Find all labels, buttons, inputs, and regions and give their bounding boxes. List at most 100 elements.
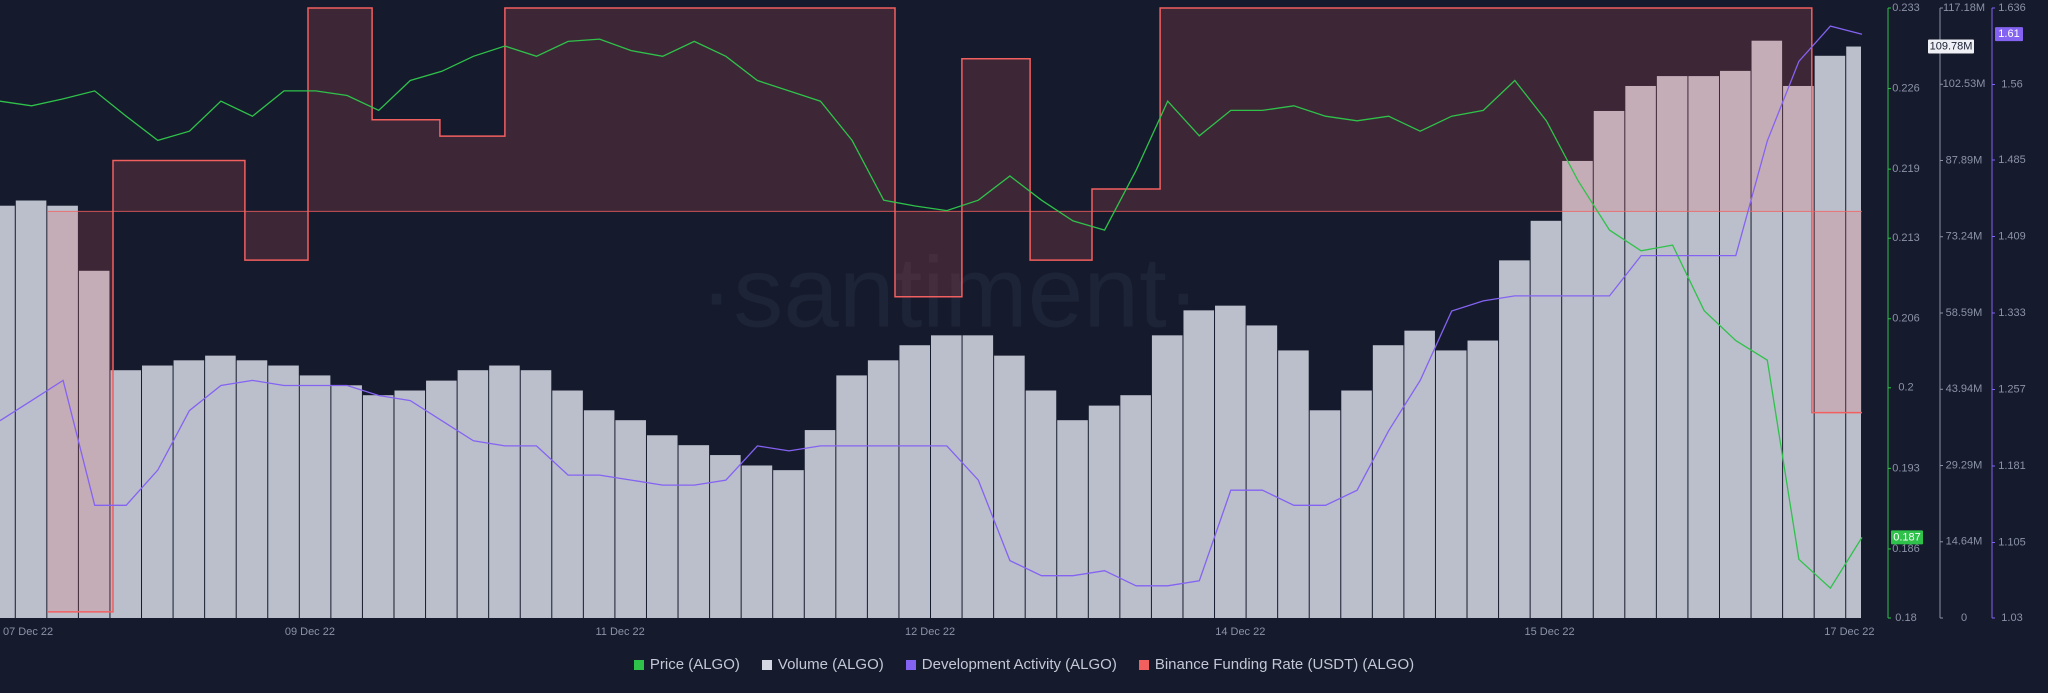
- legend-label: Volume (ALGO): [777, 656, 884, 673]
- volume-bar: [1499, 260, 1530, 618]
- volume-bar: [426, 380, 457, 618]
- legend-label: Binance Funding Rate (USDT) (ALGO): [1154, 656, 1415, 673]
- legend-label: Price (ALGO): [649, 656, 740, 673]
- volume-bar: [994, 355, 1025, 618]
- volume-bar: [1625, 85, 1656, 618]
- volume-bar: [678, 445, 710, 618]
- volume-bar: [1467, 340, 1499, 618]
- volume-bar: [1088, 405, 1120, 618]
- y-tick-label: 1.409: [1998, 230, 2026, 242]
- y-tick-label: 43.94M: [1946, 383, 1983, 395]
- y-tick-label: 0: [1961, 612, 1967, 624]
- volume-bar: [142, 365, 173, 618]
- volume-bar: [394, 390, 426, 618]
- volume-bar: [1309, 410, 1341, 618]
- volume-bar: [205, 355, 236, 618]
- y-tick-label: 1.56: [2001, 78, 2022, 90]
- volume-bar: [583, 410, 615, 618]
- y-tick-label: 1.181: [1998, 460, 2026, 472]
- volume-bar: [1372, 345, 1404, 618]
- y-tick-label: 0.226: [1892, 82, 1920, 94]
- volume-bar: [1183, 310, 1215, 618]
- x-tick-label: 12 Dec 22: [905, 626, 955, 638]
- volume-bar: [1435, 350, 1467, 618]
- volume-bar: [804, 430, 836, 618]
- volume-bar: [1278, 350, 1309, 618]
- legend-item[interactable]: Development Activity (ALGO): [905, 656, 1117, 673]
- volume-bars: [0, 40, 1861, 619]
- y-tick-label: 0.186: [1892, 543, 1920, 555]
- legend-item[interactable]: Price (ALGO): [633, 656, 740, 673]
- volume-bar: [1404, 330, 1435, 618]
- volume-bar: [1562, 160, 1593, 618]
- volume-bar: [0, 205, 15, 618]
- legend-item[interactable]: Volume (ALGO): [761, 656, 884, 673]
- y-tick-label: 14.64M: [1946, 536, 1983, 548]
- y-tick-label: 0.219: [1892, 163, 1920, 175]
- x-tick-label: 09 Dec 22: [285, 626, 335, 638]
- volume-bar: [236, 360, 268, 618]
- volume-bar: [457, 370, 489, 618]
- value-badge: [1891, 530, 1923, 545]
- y-tick-label: 117.18M: [1943, 2, 1985, 14]
- y-tick-label: 1.485: [1998, 154, 2026, 166]
- volume-bar: [1719, 70, 1751, 618]
- x-tick-label: 15 Dec 22: [1524, 626, 1574, 638]
- y-tick-label: 58.59M: [1946, 307, 1983, 319]
- volume-bar: [962, 335, 994, 618]
- y-tick-label: 1.257: [1998, 383, 2026, 395]
- legend-item[interactable]: Binance Funding Rate (USDT) (ALGO): [1138, 656, 1415, 673]
- volume-bar: [47, 205, 78, 618]
- y-tick-label: 1.03: [2001, 612, 2022, 624]
- legend: Price (ALGO) Volume (ALGO) Development Act…: [0, 656, 2048, 673]
- volume-bar: [78, 270, 110, 618]
- y-tick-label: 1.105: [1998, 536, 2026, 548]
- x-tick-label: 07 Dec 22: [3, 626, 53, 638]
- legend-swatch: [1138, 659, 1149, 670]
- volume-bar: [1656, 76, 1688, 619]
- volume-bar: [836, 375, 867, 618]
- y-tick-label: 29.29M: [1946, 459, 1983, 471]
- volume-bar: [646, 435, 678, 618]
- value-badge: [1995, 27, 2023, 42]
- volume-bar: [1057, 420, 1088, 618]
- volume-bar: [1846, 46, 1861, 619]
- y-tick-label: 73.24M: [1946, 231, 1983, 243]
- value-badge-label: 1.61: [1998, 28, 2019, 40]
- volume-bar: [1783, 85, 1814, 618]
- y-tick-label: 87.89M: [1946, 154, 1983, 166]
- volume-bar: [489, 365, 520, 618]
- series-line: [0, 25, 1863, 587]
- volume-bar: [520, 370, 552, 618]
- volume-bar: [362, 395, 394, 618]
- value-badge-label: 0.187: [1893, 531, 1921, 543]
- volume-bar: [299, 375, 331, 618]
- volume-bar: [1530, 220, 1562, 618]
- x-tick-label: 17 Dec 22: [1824, 626, 1874, 638]
- volume-bar: [1215, 305, 1246, 618]
- volume-bar: [15, 200, 47, 618]
- volume-bar: [899, 345, 930, 618]
- y-tick-label: 1.333: [1998, 307, 2026, 319]
- volume-bar: [931, 335, 962, 618]
- value-badge-label: 109.78M: [1930, 40, 1973, 52]
- volume-bar: [1751, 40, 1783, 618]
- volume-bar: [867, 360, 899, 618]
- y-tick-label: 1.636: [1998, 2, 2026, 14]
- x-tick-label: 14 Dec 22: [1215, 626, 1265, 638]
- volume-bar: [173, 360, 205, 618]
- legend-swatch: [905, 659, 916, 670]
- volume-bar: [331, 385, 362, 618]
- y-tick-label: 0.2: [1898, 382, 1913, 394]
- legend-swatch: [633, 659, 644, 670]
- series-line: [0, 38, 1863, 590]
- volume-bar: [1688, 76, 1719, 619]
- volume-bar: [1593, 110, 1625, 619]
- volume-bar: [741, 465, 773, 618]
- volume-bar: [1814, 55, 1846, 618]
- volume-bar: [773, 470, 804, 618]
- plot-area: [0, 7, 1863, 619]
- legend-swatch: [761, 659, 772, 670]
- legend-label: Development Activity (ALGO): [921, 656, 1117, 673]
